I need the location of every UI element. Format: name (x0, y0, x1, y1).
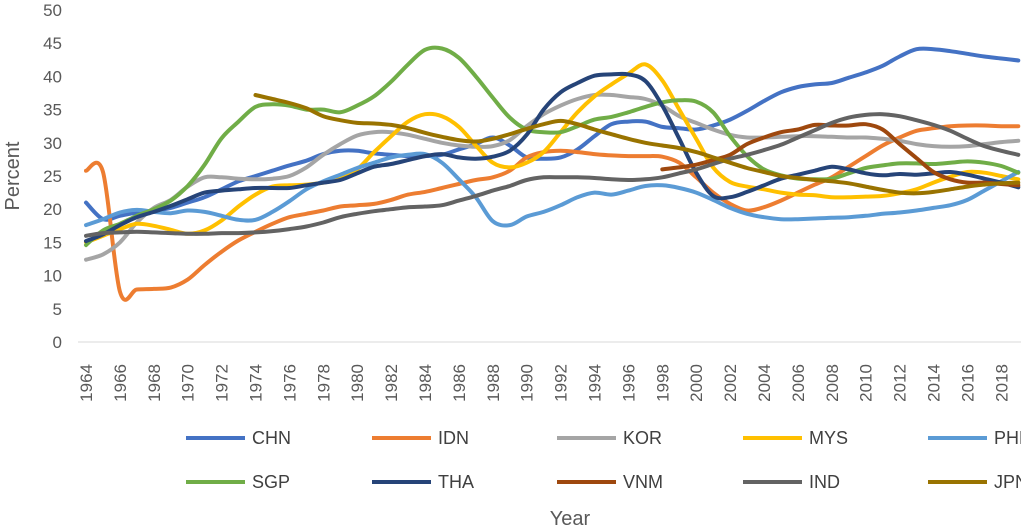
x-tick-label: 1996 (619, 364, 638, 402)
x-tick-label: 2010 (857, 364, 876, 402)
series-line-sgp (84, 45, 1021, 248)
x-tick-label: 1982 (382, 364, 401, 402)
y-tick-label: 10 (43, 267, 62, 286)
x-tick-label: 1972 (213, 364, 232, 402)
y-tick-label: 50 (43, 1, 62, 20)
x-axis-ticks: 1964 1966 1968 1970 1972 1974 1976 1978 1980 1982… (77, 364, 1011, 402)
legend-label: IDN (438, 428, 469, 448)
x-tick-label: 2012 (891, 364, 910, 402)
y-tick-label: 25 (43, 167, 62, 186)
legend-item-sgp: SGP (186, 472, 290, 492)
legend-item-phl: PHL (928, 428, 1021, 448)
series-line-kor (84, 92, 1021, 262)
legend-label: IND (809, 472, 840, 492)
legend-item-kor: KOR (557, 428, 662, 448)
legend-item-mys: MYS (743, 428, 848, 448)
legend-label: SGP (252, 472, 290, 492)
x-tick-label: 2008 (823, 364, 842, 402)
x-tick-label: 1994 (586, 364, 605, 402)
x-tick-label: 2016 (958, 364, 977, 402)
x-tick-label: 1984 (416, 364, 435, 402)
y-tick-label: 35 (43, 101, 62, 120)
series-line-tha (84, 71, 1021, 244)
x-tick-label: 1976 (280, 364, 299, 402)
legend-item-chn: CHN (186, 428, 291, 448)
legend-label: KOR (623, 428, 662, 448)
legend-label: CHN (252, 428, 291, 448)
legend-label: THA (438, 472, 474, 492)
x-tick-label: 1986 (450, 364, 469, 402)
legend-item-ind: IND (743, 472, 840, 492)
x-tick-label: 2002 (721, 364, 740, 402)
x-tick-label: 1978 (314, 364, 333, 402)
x-tick-label: 1980 (348, 364, 367, 402)
x-tick-label: 1992 (552, 364, 571, 402)
y-tick-label: 5 (53, 300, 62, 319)
x-tick-label: 1968 (145, 364, 164, 402)
x-tick-label: 1990 (518, 364, 537, 402)
legend-label: PHL (994, 428, 1021, 448)
x-tick-label: 2014 (925, 364, 944, 402)
y-tick-label: 0 (53, 333, 62, 352)
series-line-mys (84, 62, 1021, 245)
x-tick-label: 1970 (179, 364, 198, 402)
series-line-idn (84, 123, 1021, 302)
y-axis-title: Percent (2, 141, 24, 210)
legend-item-jpn: JPN (928, 472, 1021, 492)
x-tick-label: 2018 (992, 364, 1011, 402)
series-lines (84, 45, 1021, 302)
legend-label: JPN (994, 472, 1021, 492)
series-line-jpn (253, 93, 1021, 196)
legend-label: VNM (623, 472, 663, 492)
x-tick-label: 2006 (789, 364, 808, 402)
x-tick-label: 2004 (755, 364, 774, 402)
y-axis-ticks: 0 5 10 15 20 25 30 35 40 45 50 (43, 1, 62, 352)
series-line-phl (84, 151, 1021, 228)
y-tick-label: 30 (43, 134, 62, 153)
y-tick-label: 40 (43, 67, 62, 86)
x-tick-label: 1964 (77, 364, 96, 402)
y-tick-label: 45 (43, 34, 62, 53)
legend-item-vnm: VNM (557, 472, 663, 492)
x-tick-label: 1974 (247, 364, 266, 402)
x-tick-label: 2000 (687, 364, 706, 402)
legend-item-idn: IDN (372, 428, 469, 448)
series-line-ind (84, 112, 1021, 238)
x-tick-label: 1966 (111, 364, 130, 402)
x-tick-label: 1988 (484, 364, 503, 402)
series-line-vnm (660, 122, 1021, 188)
y-tick-label: 15 (43, 233, 62, 252)
y-tick-label: 20 (43, 200, 62, 219)
x-axis-title: Year (550, 508, 591, 530)
legend: CHN IDN KOR MYS PHL SGP THA VNM IND JPN (186, 428, 1021, 492)
x-tick-label: 1998 (653, 364, 672, 402)
legend-label: MYS (809, 428, 848, 448)
legend-item-tha: THA (372, 472, 474, 492)
